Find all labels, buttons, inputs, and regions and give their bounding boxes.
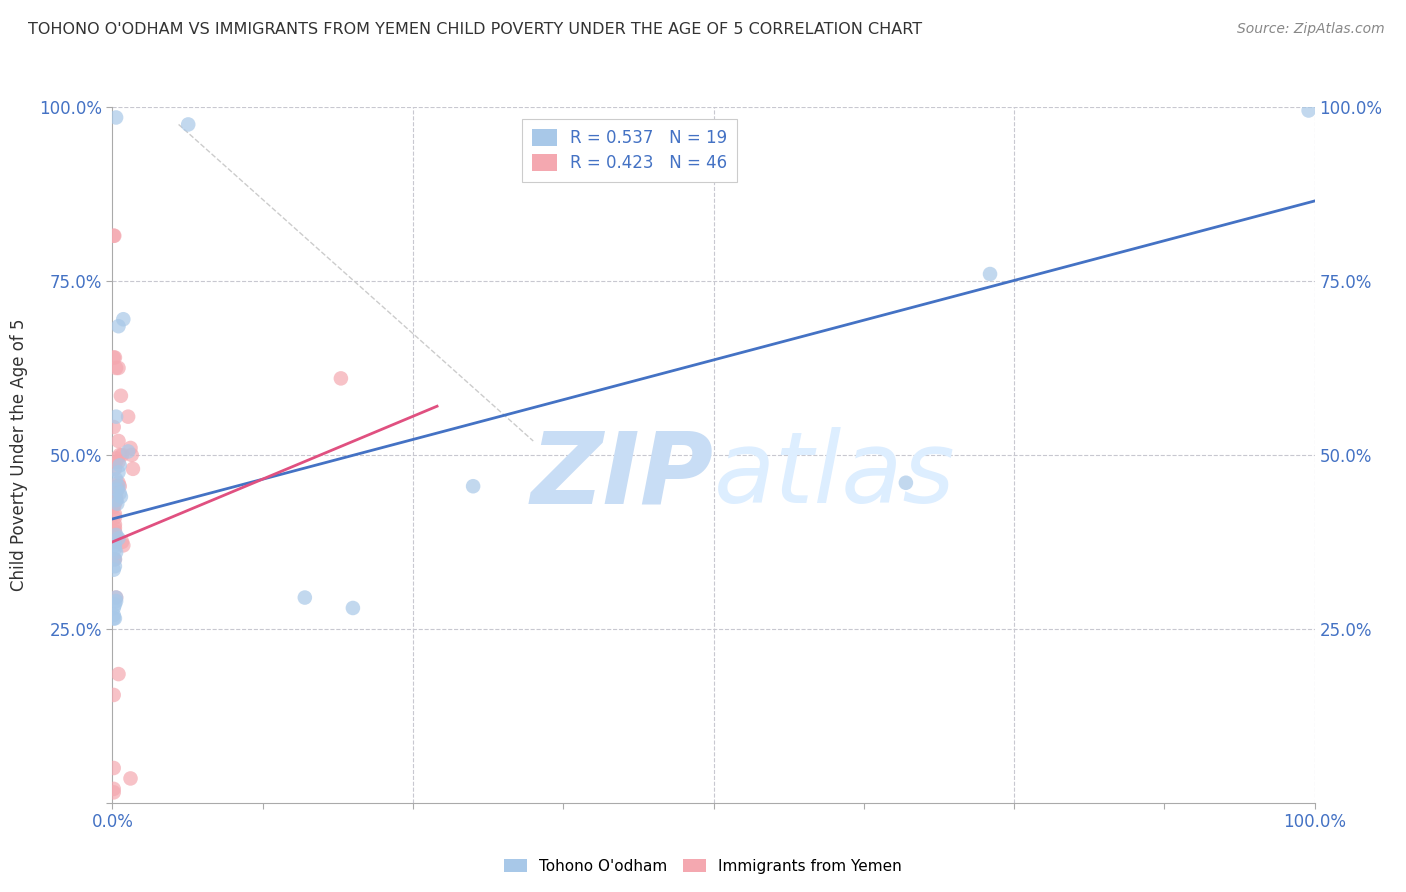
- Point: [108, 479, 131, 493]
- Point: [107, 479, 129, 493]
- Point: [104, 552, 127, 566]
- Point: [105, 497, 128, 511]
- Point: [105, 493, 128, 508]
- Point: [107, 466, 129, 480]
- Point: [104, 517, 127, 532]
- Point: [110, 490, 132, 504]
- Point: [103, 500, 125, 514]
- Point: [103, 781, 125, 796]
- Point: [342, 601, 364, 615]
- Text: TOHONO O'ODHAM VS IMMIGRANTS FROM YEMEN CHILD POVERTY UNDER THE AGE OF 5 CORRELA: TOHONO O'ODHAM VS IMMIGRANTS FROM YEMEN …: [28, 22, 922, 37]
- Point: [107, 360, 129, 375]
- Point: [104, 524, 127, 539]
- Text: atlas: atlas: [713, 427, 955, 524]
- Point: [103, 761, 125, 775]
- Point: [111, 535, 134, 549]
- Point: [103, 552, 125, 566]
- Point: [105, 409, 128, 424]
- Point: [103, 351, 125, 365]
- Point: [104, 541, 127, 556]
- Point: [107, 532, 129, 546]
- Point: [105, 451, 128, 466]
- Point: [107, 455, 129, 469]
- Point: [107, 475, 129, 490]
- Point: [105, 594, 128, 608]
- Point: [104, 552, 127, 566]
- Y-axis label: Child Poverty Under the Age of 5: Child Poverty Under the Age of 5: [10, 318, 28, 591]
- Point: [104, 598, 127, 612]
- Point: [105, 360, 128, 375]
- Point: [104, 351, 127, 365]
- Point: [104, 462, 127, 476]
- Point: [105, 528, 128, 542]
- Point: [112, 538, 135, 552]
- Point: [104, 559, 127, 574]
- Point: [104, 510, 127, 524]
- Point: [105, 545, 128, 559]
- Point: [105, 493, 128, 508]
- Point: [103, 420, 125, 434]
- Point: [105, 483, 128, 497]
- Point: [104, 535, 127, 549]
- Point: [177, 117, 200, 131]
- Legend: Tohono O'odham, Immigrants from Yemen: Tohono O'odham, Immigrants from Yemen: [498, 853, 908, 880]
- Point: [103, 785, 125, 799]
- Point: [111, 448, 134, 462]
- Text: Source: ZipAtlas.com: Source: ZipAtlas.com: [1237, 22, 1385, 37]
- Point: [1298, 103, 1320, 118]
- Point: [117, 409, 139, 424]
- Point: [979, 267, 1001, 281]
- Point: [104, 497, 127, 511]
- Point: [121, 448, 143, 462]
- Point: [104, 521, 127, 535]
- Point: [103, 607, 125, 622]
- Point: [107, 434, 129, 448]
- Point: [122, 462, 145, 476]
- Text: ZIP: ZIP: [530, 427, 713, 524]
- Point: [104, 507, 127, 521]
- Point: [105, 490, 128, 504]
- Point: [117, 444, 139, 458]
- Point: [105, 591, 128, 605]
- Point: [105, 591, 128, 605]
- Point: [108, 458, 131, 473]
- Point: [105, 479, 128, 493]
- Point: [105, 472, 128, 486]
- Point: [103, 563, 125, 577]
- Point: [103, 528, 125, 542]
- Point: [107, 319, 129, 334]
- Point: [894, 475, 917, 490]
- Point: [103, 228, 125, 243]
- Point: [103, 228, 125, 243]
- Point: [103, 688, 125, 702]
- Point: [105, 455, 128, 469]
- Point: [120, 441, 142, 455]
- Point: [105, 111, 128, 125]
- Point: [103, 601, 125, 615]
- Point: [103, 611, 125, 625]
- Point: [461, 479, 484, 493]
- Point: [112, 312, 135, 326]
- Point: [294, 591, 316, 605]
- Point: [104, 538, 127, 552]
- Point: [110, 389, 132, 403]
- Point: [108, 448, 131, 462]
- Point: [120, 772, 142, 786]
- Legend: R = 0.537   N = 19, R = 0.423   N = 46: R = 0.537 N = 19, R = 0.423 N = 46: [522, 119, 737, 182]
- Point: [107, 667, 129, 681]
- Point: [108, 486, 131, 500]
- Point: [104, 611, 127, 625]
- Point: [329, 371, 352, 385]
- Point: [105, 483, 128, 497]
